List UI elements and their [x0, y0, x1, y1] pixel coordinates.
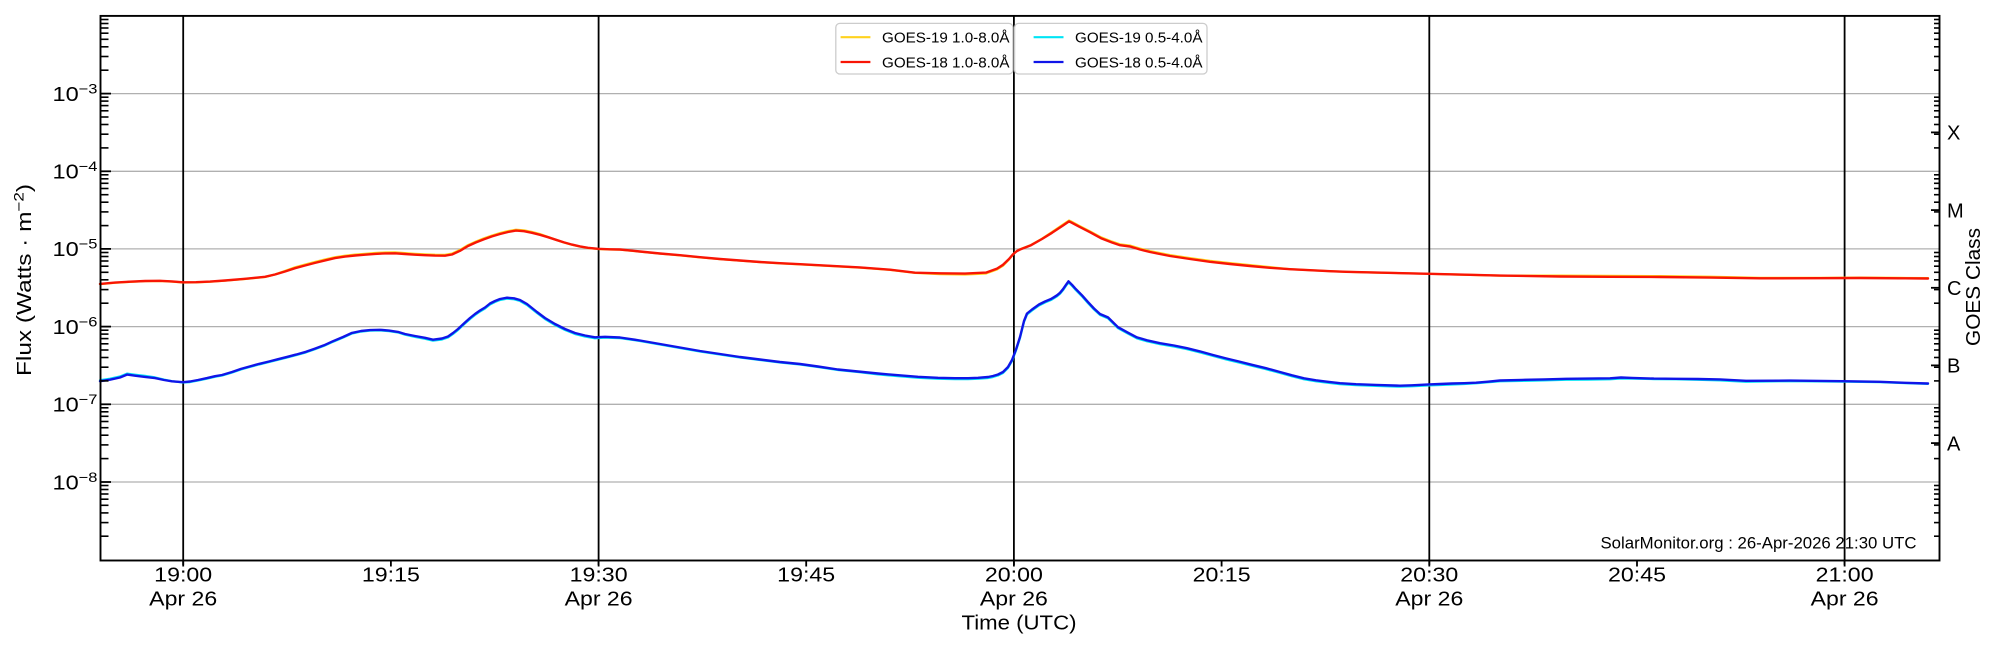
svg-text:A: A [1947, 433, 1961, 455]
svg-text:Apr 26: Apr 26 [1395, 589, 1463, 611]
svg-text:10−5: 10 −5 [53, 236, 98, 262]
svg-text:10−7: 10 −7 [53, 391, 98, 417]
svg-text:19:30: 19:30 [570, 564, 628, 586]
svg-text:20:30: 20:30 [1400, 564, 1458, 586]
svg-text:21:00: 21:00 [1816, 564, 1874, 586]
svg-text:Apr 26: Apr 26 [149, 589, 217, 611]
svg-text:20:00: 20:00 [985, 564, 1043, 586]
svg-text:10−4: 10 −4 [53, 158, 98, 184]
svg-text:10−6: 10 −6 [53, 313, 98, 339]
svg-text:X: X [1947, 123, 1960, 145]
svg-text:19:45: 19:45 [777, 564, 835, 586]
svg-text:B: B [1947, 356, 1960, 378]
svg-text:M: M [1947, 200, 1964, 222]
svg-text:SolarMonitor.org : 26-Apr-2026: SolarMonitor.org : 26-Apr-2026 21:30 UTC [1601, 535, 1917, 553]
svg-text:Apr 26: Apr 26 [565, 589, 633, 611]
svg-text:Time (UTC): Time (UTC) [962, 612, 1077, 634]
svg-text:GOES-18 0.5-4.0Å: GOES-18 0.5-4.0Å [1075, 55, 1203, 72]
svg-text:GOES-19 1.0-8.0Å: GOES-19 1.0-8.0Å [882, 30, 1010, 47]
svg-text:10−8: 10 −8 [53, 469, 98, 495]
svg-text:Apr 26: Apr 26 [1811, 589, 1879, 611]
svg-text:GOES Class: GOES Class [1963, 228, 1985, 346]
svg-text:19:00: 19:00 [154, 564, 212, 586]
svg-text:GOES-19 0.5-4.0Å: GOES-19 0.5-4.0Å [1075, 30, 1203, 47]
svg-text:20:45: 20:45 [1608, 564, 1666, 586]
svg-text:10−3: 10 −3 [53, 80, 98, 106]
svg-text:Flux (Watts · m−2): Flux (Watts · m−2) [11, 184, 37, 376]
svg-text:19:15: 19:15 [362, 564, 420, 586]
svg-text:Apr 26: Apr 26 [980, 589, 1048, 611]
svg-text:C: C [1947, 278, 1961, 300]
svg-text:20:15: 20:15 [1193, 564, 1251, 586]
svg-text:GOES-18 1.0-8.0Å: GOES-18 1.0-8.0Å [882, 55, 1010, 72]
